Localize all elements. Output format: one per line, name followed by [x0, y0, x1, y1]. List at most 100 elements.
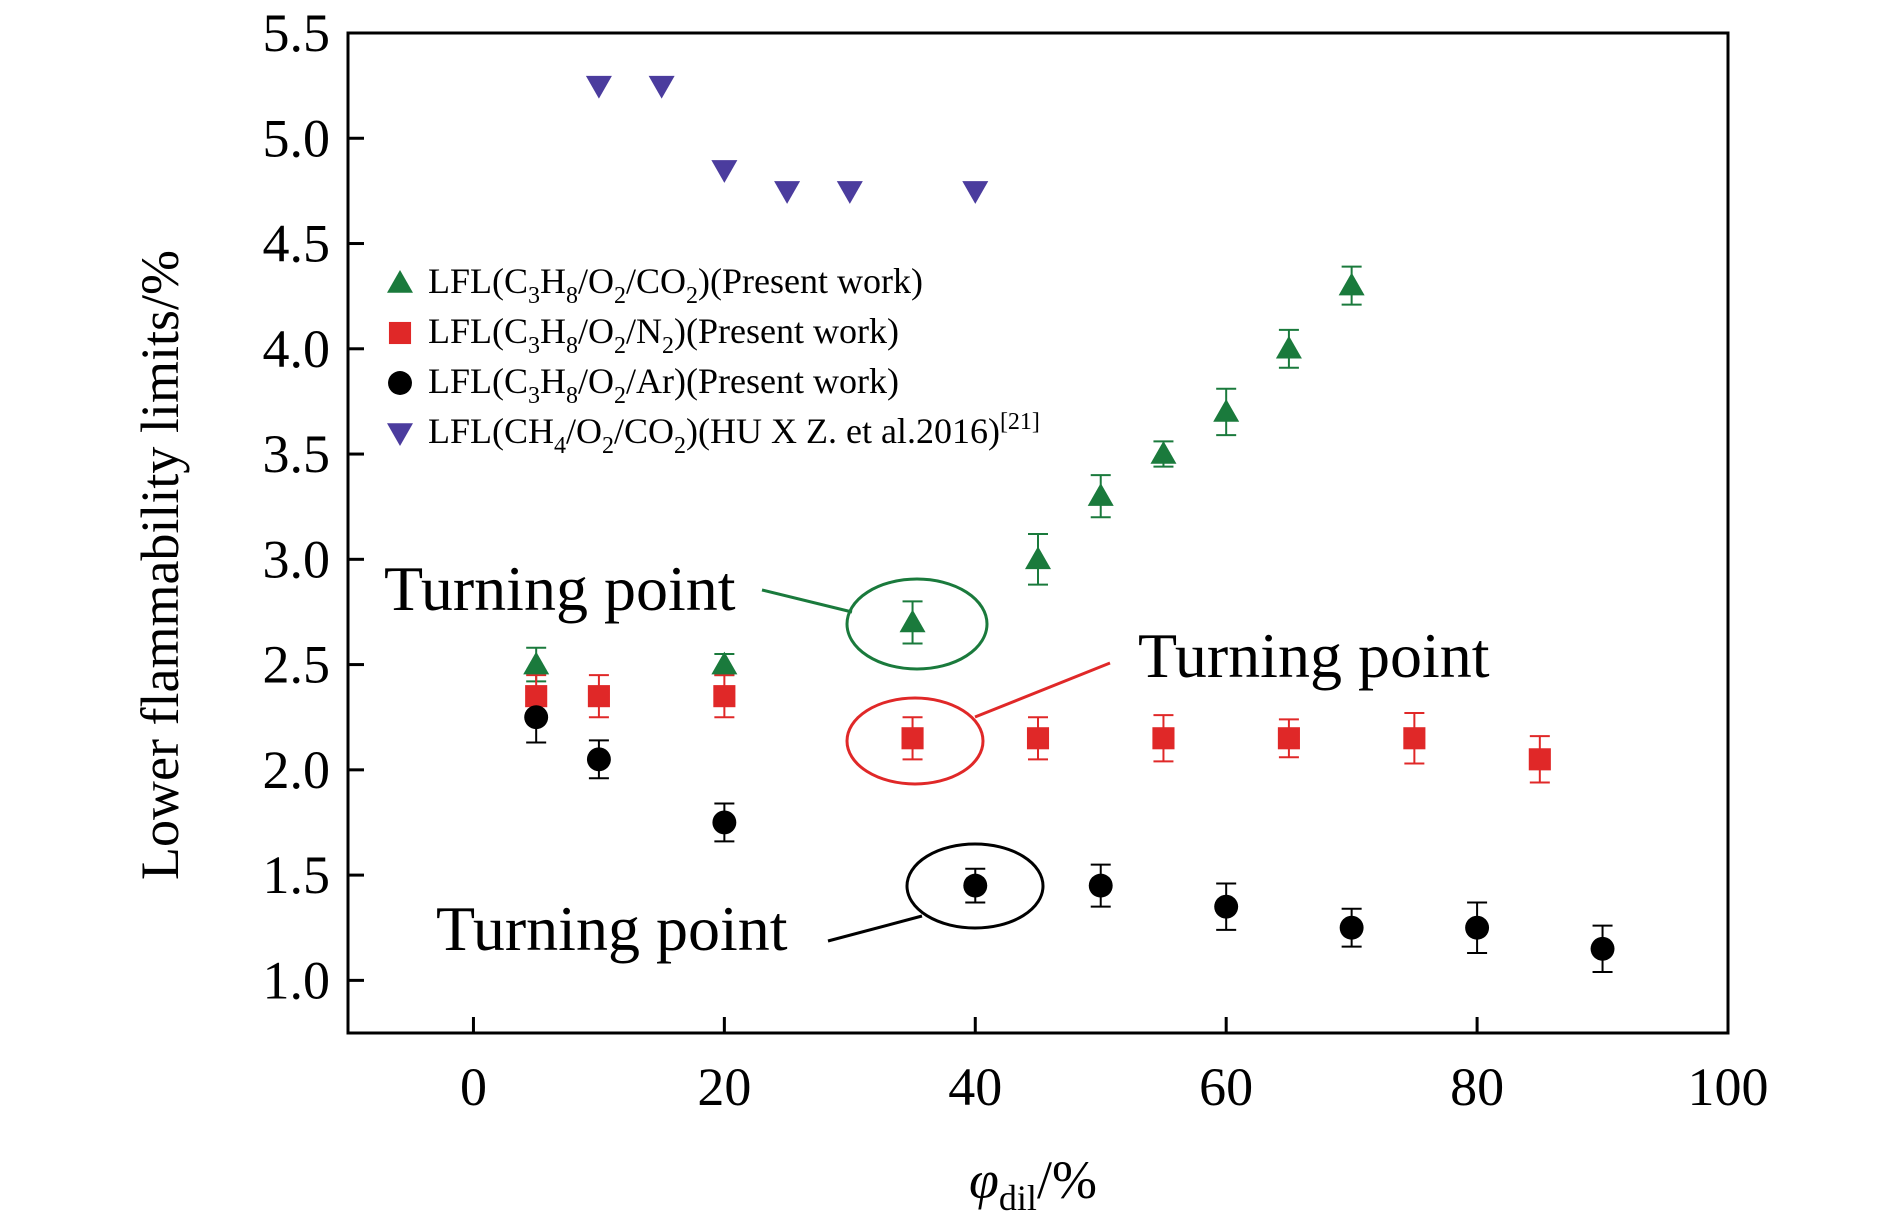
x-tick-label: 0 [460, 1057, 487, 1117]
legend-label-part: 8 [566, 333, 578, 359]
legend-label-part: /CO [614, 411, 674, 451]
y-tick-label: 5.0 [263, 108, 331, 168]
legend-label-part: 3 [528, 333, 540, 359]
legend-label-part: 2 [614, 283, 626, 309]
data-point [1150, 441, 1177, 464]
legend-label-part: /CO [626, 261, 686, 301]
annotation-ellipse-black [905, 842, 1045, 930]
x-tick-label: 100 [1688, 1057, 1769, 1117]
annotation-leader-green [761, 588, 853, 614]
x-axis-title-subscript: dil [999, 1178, 1037, 1218]
legend-label-part: /O [578, 361, 614, 401]
data-markers [523, 75, 1615, 961]
legend-marker [387, 270, 413, 293]
legend-label-part: [21] [1000, 409, 1040, 435]
data-point [962, 181, 989, 204]
legend-label-part: 4 [554, 433, 566, 459]
legend-label-part: )(HU X Z. et al.2016) [686, 411, 1000, 451]
legend-label-part: 8 [566, 283, 578, 309]
data-point [1465, 915, 1490, 940]
legend-label-part: 2 [614, 383, 626, 409]
legend-label-part: 2 [614, 333, 626, 359]
legend-label-part: 2 [602, 433, 614, 459]
legend-label-part: 8 [566, 383, 578, 409]
legend-label: LFL(C3H8/O2/Ar)(Present work) [428, 361, 899, 409]
x-tick-label: 20 [697, 1057, 751, 1117]
x-axis-title-symbol: φ [969, 1150, 999, 1210]
legend-marker [388, 371, 412, 395]
data-point [585, 75, 612, 99]
legend-label-part: LFL(C [428, 361, 528, 401]
y-tick-label: 5.5 [263, 3, 331, 63]
data-point [1275, 335, 1302, 359]
data-point [711, 651, 738, 675]
annotation-label-red: Turning point [1138, 620, 1490, 691]
y-tick-label: 3.0 [263, 529, 331, 589]
annotation-leader-red [974, 661, 1111, 719]
data-point [525, 685, 548, 708]
x-tick-label: 60 [1199, 1057, 1253, 1117]
legend-label-part: /O [578, 311, 614, 351]
data-point [1152, 727, 1175, 750]
x-tick-label: 80 [1450, 1057, 1504, 1117]
y-tick-label: 2.5 [263, 635, 331, 695]
legend-label-part: 2 [686, 283, 698, 309]
data-point [1338, 272, 1365, 296]
x-axis-title-unit: /% [1037, 1150, 1097, 1210]
data-point [836, 181, 863, 204]
legend-label-part: /N [626, 311, 662, 351]
axis-ticks: 1.0 1.5 2.0 2.5 3.0 3.5 4.0 4.5 5.0 5.5 0 20 40 60 80 1… [263, 3, 1769, 1117]
data-point [1026, 727, 1050, 750]
data-point [1088, 873, 1113, 898]
plot-frame [346, 31, 1730, 1035]
annotation-leader-black [827, 914, 923, 943]
data-point [1590, 936, 1615, 961]
legend-label-part: H [540, 361, 566, 401]
data-point [774, 181, 801, 204]
y-tick-label: 3.5 [263, 424, 331, 484]
legend-label-part: 3 [528, 383, 540, 409]
y-axis-title: Lower flammability limits/% [130, 250, 190, 880]
annotation-ellipse-green [845, 577, 989, 671]
data-point [1214, 894, 1239, 919]
annotations: Turning point Turning point Turning poin… [384, 553, 1490, 964]
data-point [648, 75, 675, 99]
data-point [587, 685, 610, 708]
legend-label-part: /Ar)(Present work) [626, 361, 899, 401]
data-point [963, 873, 988, 898]
data-point [1213, 398, 1240, 422]
legend-label-part: LFL(CH [428, 411, 554, 451]
data-point [1277, 727, 1300, 750]
data-point [713, 685, 736, 708]
legend: LFL(C3H8/O2/CO2)(Present work)LFL(C3H8/O… [387, 261, 1040, 459]
x-tick-label: 40 [948, 1057, 1002, 1117]
legend-label-part: H [540, 311, 566, 351]
legend-label: LFL(CH4/O2/CO2)(HU X Z. et al.2016)[21] [428, 409, 1040, 459]
data-point [711, 160, 738, 183]
legend-label: LFL(C3H8/O2/N2)(Present work) [428, 311, 899, 359]
legend-label-part: H [540, 261, 566, 301]
legend-marker [388, 321, 412, 345]
y-tick-label: 2.0 [263, 740, 331, 800]
data-point [1403, 727, 1426, 750]
data-point [1025, 546, 1051, 570]
data-point [586, 747, 611, 772]
legend-label-part: LFL(C [428, 311, 528, 351]
legend-label-part: 2 [662, 333, 674, 359]
legend-label-part: /O [566, 411, 602, 451]
data-point [524, 705, 549, 730]
y-tick-label: 1.5 [263, 845, 331, 905]
legend-label-part: LFL(C [428, 261, 528, 301]
data-point [712, 810, 737, 835]
legend-marker [387, 423, 413, 446]
data-point [1528, 748, 1551, 771]
annotation-label-black: Turning point [436, 893, 788, 964]
data-point [899, 609, 926, 633]
data-point [901, 727, 924, 750]
annotation-ellipse-red [845, 696, 985, 786]
legend-label: LFL(C3H8/O2/CO2)(Present work) [428, 261, 923, 309]
legend-label-part: 3 [528, 283, 540, 309]
x-axis-title: φdil/% [969, 1150, 1097, 1218]
y-tick-label: 4.0 [263, 319, 331, 379]
